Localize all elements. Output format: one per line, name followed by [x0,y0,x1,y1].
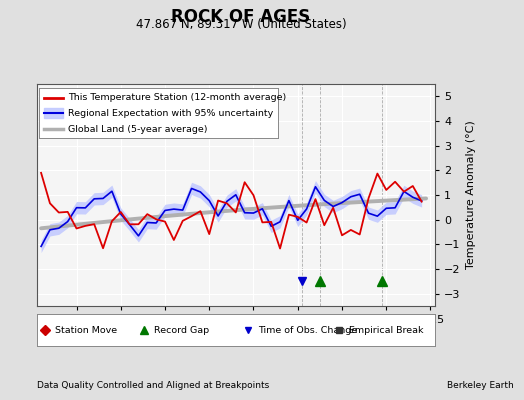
Text: Data Quality Controlled and Aligned at Breakpoints: Data Quality Controlled and Aligned at B… [37,381,269,390]
Text: This Temperature Station (12-month average): This Temperature Station (12-month avera… [68,94,286,102]
Text: Global Land (5-year average): Global Land (5-year average) [68,124,208,134]
Text: ROCK OF AGES: ROCK OF AGES [171,8,311,26]
Text: Berkeley Earth: Berkeley Earth [447,381,514,390]
Text: Record Gap: Record Gap [154,326,209,335]
Text: Station Move: Station Move [54,326,117,335]
Y-axis label: Temperature Anomaly (°C): Temperature Anomaly (°C) [466,121,476,269]
Text: Time of Obs. Change: Time of Obs. Change [258,326,357,335]
Text: Regional Expectation with 95% uncertainty: Regional Expectation with 95% uncertaint… [68,108,273,118]
Text: Empirical Break: Empirical Break [350,326,424,335]
Text: 47.867 N, 89.317 W (United States): 47.867 N, 89.317 W (United States) [136,18,346,31]
